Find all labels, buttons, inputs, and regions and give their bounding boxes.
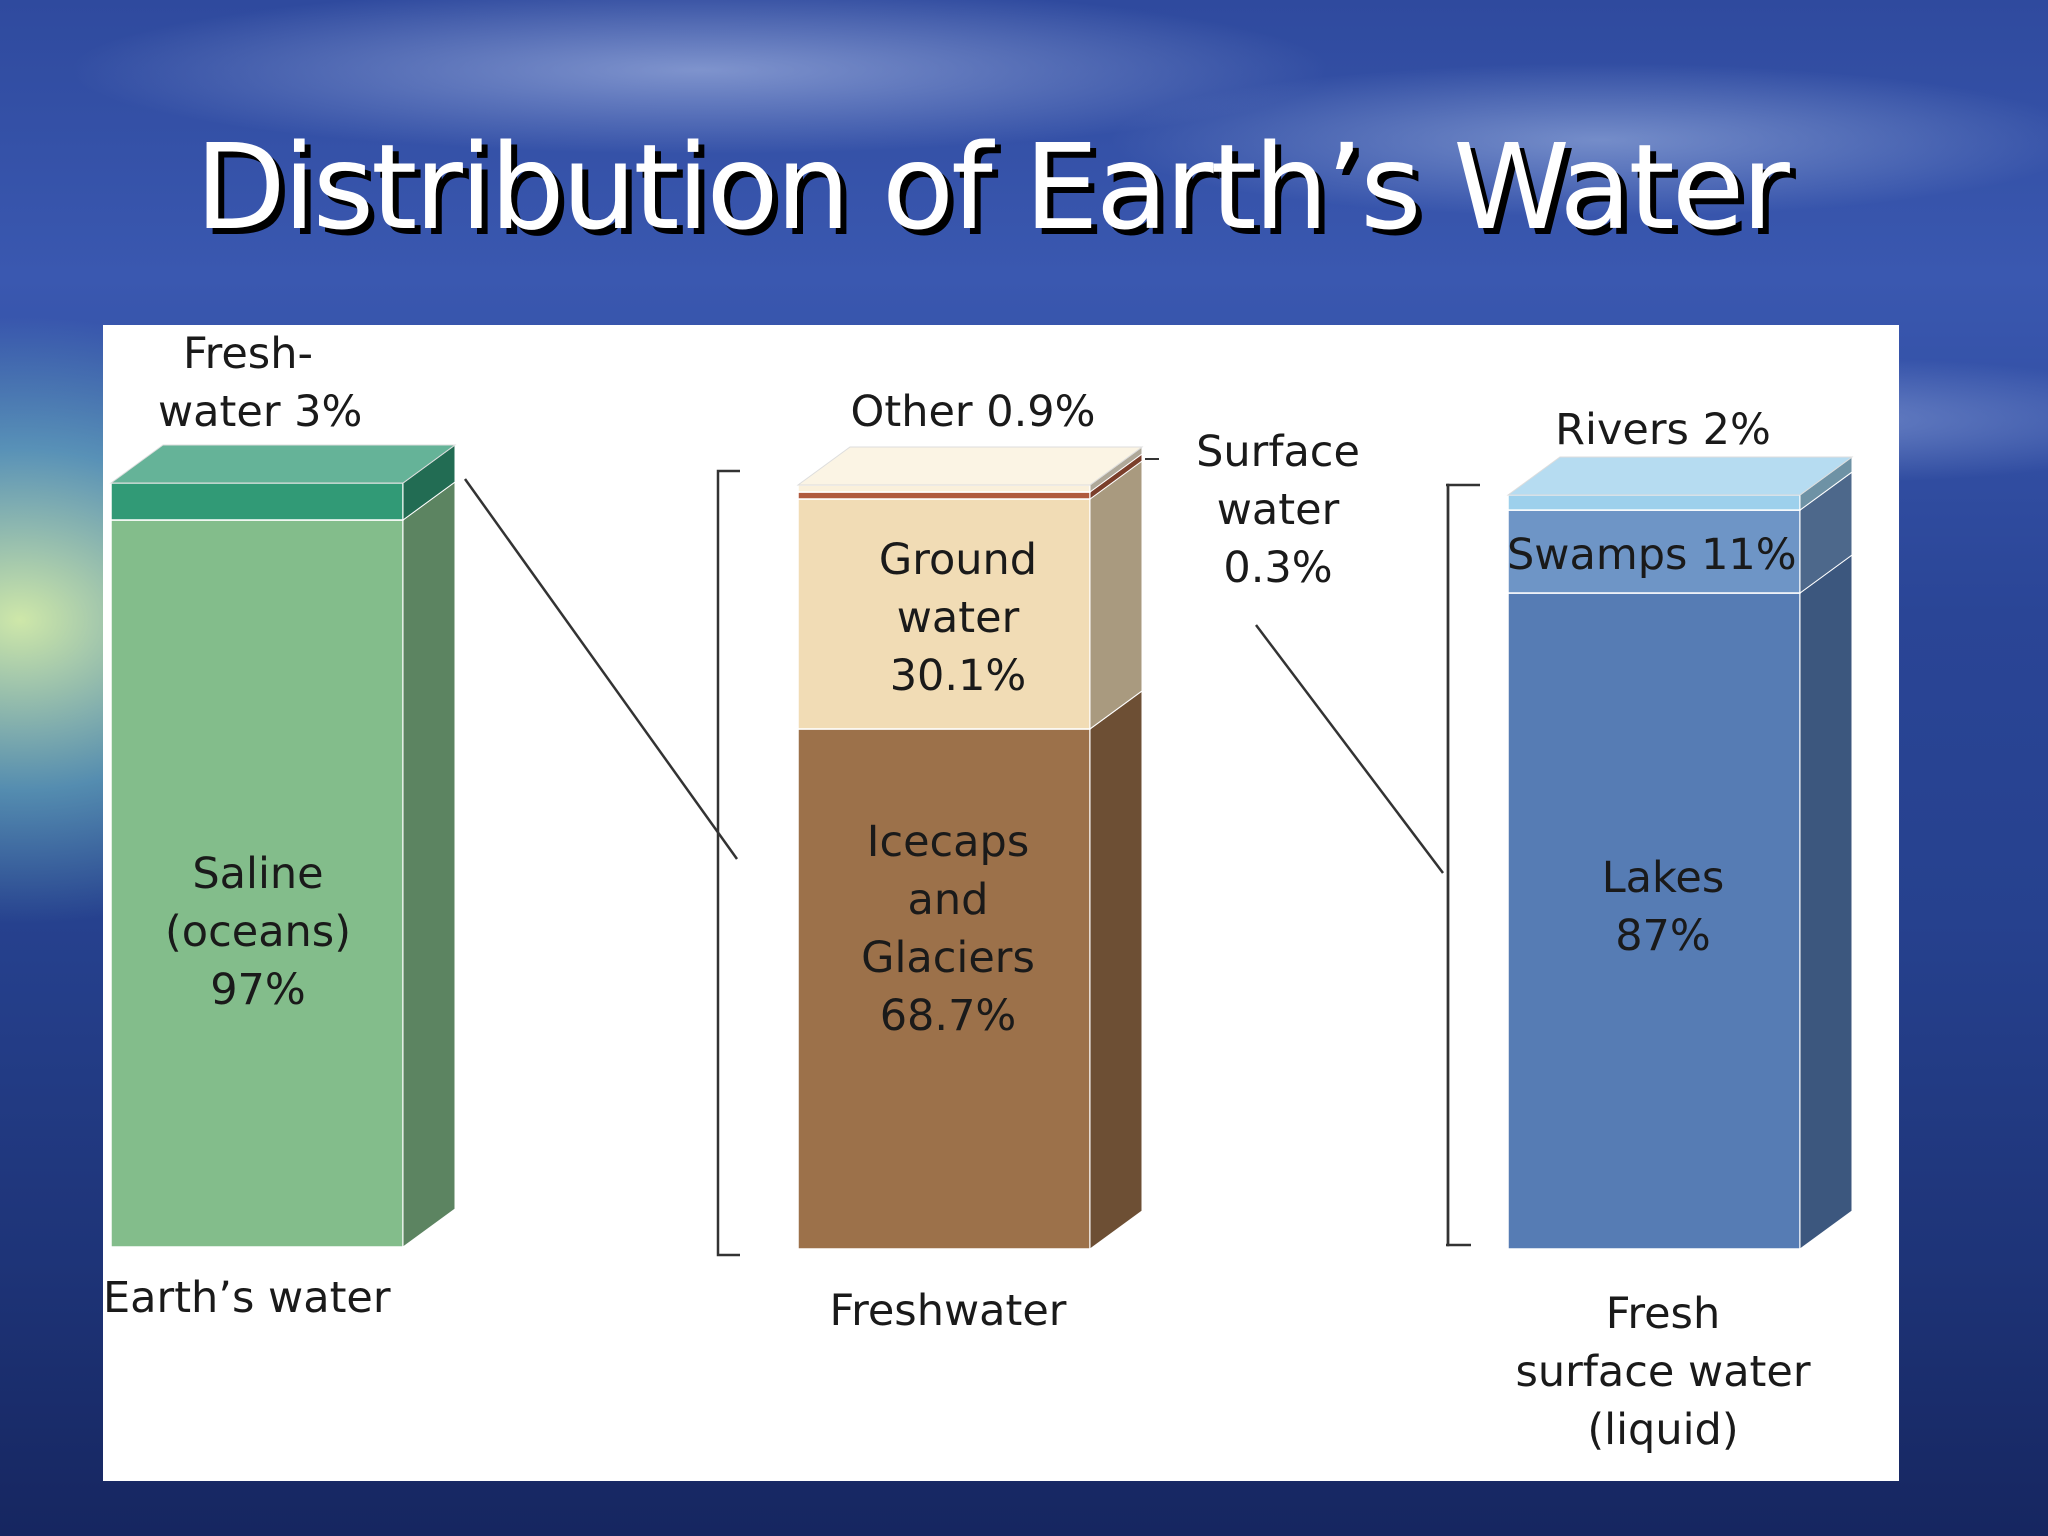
segment-lakes — [1507, 592, 1801, 1250]
segment-top-other — [796, 446, 1144, 486]
segment-ground-water — [797, 498, 1091, 730]
swamps-label: Swamps 11% — [1507, 530, 1797, 580]
freshwater-top-label: Fresh- water 3% — [158, 329, 363, 437]
surface-water-bracket — [1446, 483, 1480, 1247]
lakes-label: Lakes 87% — [1601, 853, 1725, 961]
fresh-surface-water-axis-label: Fresh surface water (liquid) — [1515, 1289, 1811, 1455]
freshwater-axis-label: Freshwater — [829, 1286, 1067, 1336]
segment-freshwater — [110, 482, 404, 521]
rivers-label: Rivers 2% — [1555, 405, 1771, 455]
segment-top-rivers — [1506, 456, 1854, 496]
segment-rivers — [1507, 494, 1801, 511]
ground-water-label: Ground water 30.1% — [878, 535, 1038, 701]
segment-side-saline-oceans — [402, 481, 456, 1248]
surface-water-label: Surface water 0.3% — [1196, 427, 1360, 593]
segment-other — [797, 484, 1091, 493]
water-distribution-chart — [109, 444, 1854, 1257]
connector-line-surface-water — [1255, 624, 1444, 874]
other-label: Other 0.9% — [850, 387, 1096, 437]
slide-title: Distribution of Earth’s Water — [195, 118, 1790, 256]
segment-saline-oceans — [110, 519, 404, 1248]
freshwater-bracket — [716, 469, 740, 1257]
segment-side-lakes — [1799, 554, 1853, 1250]
segment-icecaps-and-glaciers — [797, 728, 1091, 1250]
chart-panel: Fresh- water 3% Saline (oceans) 97% Eart… — [103, 325, 1899, 1481]
segment-surface-water — [797, 491, 1091, 500]
saline-label: Saline (oceans) 97% — [165, 849, 351, 1015]
connector-line-freshwater — [463, 478, 739, 860]
segment-side-icecaps-and-glaciers — [1089, 689, 1143, 1250]
segment-top-freshwater — [109, 444, 457, 484]
earths-water-axis-label: Earth’s water — [103, 1273, 391, 1323]
icecaps-label: Icecaps and Glaciers 68.7% — [861, 817, 1035, 1041]
